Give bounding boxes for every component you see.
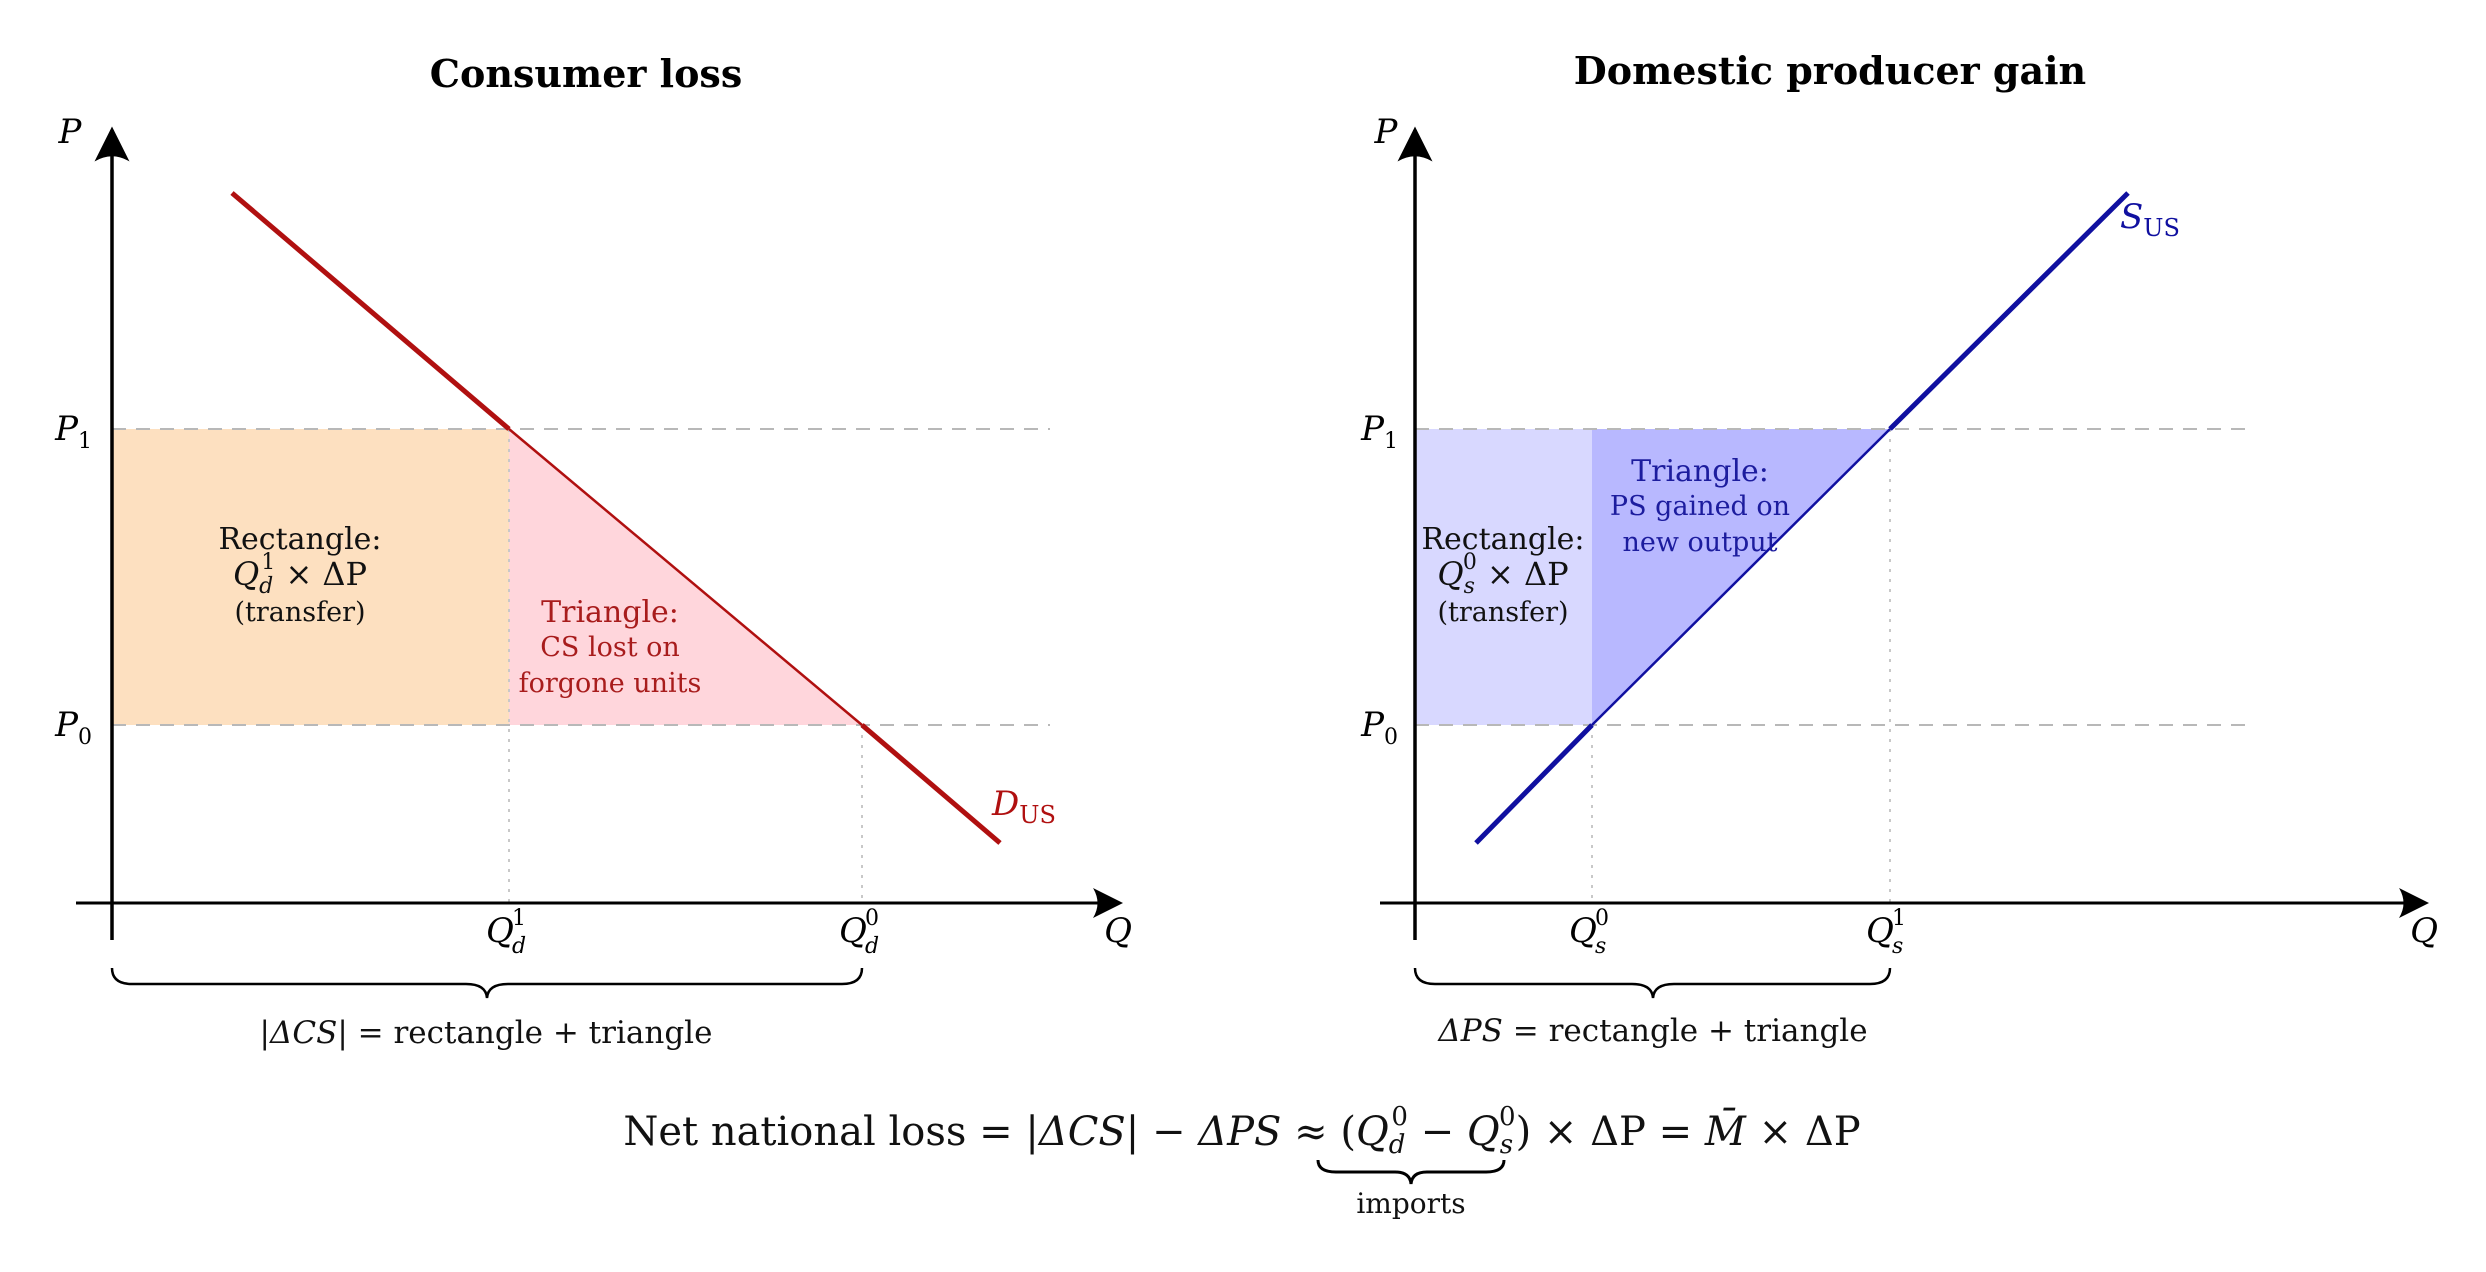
svg-text:1: 1 xyxy=(512,906,526,931)
right-x-axis-label: Q xyxy=(2410,911,2438,951)
svg-text:1: 1 xyxy=(1892,906,1906,931)
demand-curve-upper xyxy=(230,191,511,431)
left-p1-label: P1 xyxy=(54,409,92,454)
right-p1-label: P1 xyxy=(1360,409,1398,454)
svg-text:Q: Q xyxy=(1569,911,1597,951)
svg-text:Q: Q xyxy=(1866,911,1894,951)
svg-text:forgone units: forgone units xyxy=(519,668,702,699)
svg-text:new output: new output xyxy=(1622,527,1777,558)
imports-brace xyxy=(1316,1159,1506,1185)
svg-text:Rectangle:: Rectangle: xyxy=(218,522,381,557)
svg-text:Q: Q xyxy=(486,911,514,951)
consumer-triangle-label: Triangle: CS lost on forgone units xyxy=(519,595,702,699)
consumer-transfer-rectangle xyxy=(112,429,509,725)
producer-transfer-rectangle xyxy=(1415,429,1592,725)
consumer-rectangle-label: Rectangle: Qd1 × ΔP (transfer) xyxy=(218,522,381,628)
producer-rectangle-label: Rectangle: Qs0 × ΔP (transfer) xyxy=(1421,522,1584,628)
supply-curve-upper xyxy=(1888,191,2130,431)
right-panel: Domestic producer gain P Q P1 P0 Q 0 s Q xyxy=(1360,48,2438,1049)
supply-curve-label: SUS xyxy=(2120,197,2180,242)
left-p0-label: P0 xyxy=(54,705,92,750)
demand-curve-label: DUS xyxy=(991,784,1056,829)
imports-label: imports xyxy=(1356,1187,1465,1220)
svg-text:s: s xyxy=(1892,934,1903,959)
left-panel-title: Consumer loss xyxy=(430,51,742,96)
left-panel: Consumer loss P Q P1 P0 Q 1 d Q 0 d xyxy=(54,51,1132,1051)
svg-text:Qd1 × ΔP: Qd1 × ΔP xyxy=(233,550,367,599)
svg-text:(transfer): (transfer) xyxy=(234,597,365,628)
right-panel-title: Domestic producer gain xyxy=(1574,48,2086,93)
left-brace-label: |ΔCS| = rectangle + triangle xyxy=(260,1015,713,1051)
svg-text:Triangle:: Triangle: xyxy=(1631,454,1769,489)
svg-text:Triangle:: Triangle: xyxy=(541,595,679,630)
svg-text:d: d xyxy=(865,934,879,959)
supply-curve-lower xyxy=(1474,723,1594,845)
svg-text:s: s xyxy=(1595,934,1606,959)
svg-text:Q: Q xyxy=(839,911,867,951)
left-qd0-label: Q 0 d xyxy=(839,906,879,959)
svg-text:0: 0 xyxy=(1595,906,1609,931)
right-y-axis-label: P xyxy=(1374,112,1399,152)
svg-text:(transfer): (transfer) xyxy=(1437,597,1568,628)
right-p0-label: P0 xyxy=(1360,705,1398,750)
right-brace xyxy=(1413,967,1892,999)
net-loss-equation: Net national loss = |ΔCS| − ΔPS ≈ (Qd0 −… xyxy=(623,1102,1860,1220)
right-qs1-label: Q 1 s xyxy=(1866,906,1906,959)
left-y-axis-label: P xyxy=(58,112,83,152)
net-loss-equation-text: Net national loss = |ΔCS| − ΔPS ≈ (Qd0 −… xyxy=(623,1102,1860,1160)
producer-triangle-label: Triangle: PS gained on new output xyxy=(1610,454,1790,558)
right-qs0-label: Q 0 s xyxy=(1569,906,1609,959)
demand-curve-lower xyxy=(860,723,1002,845)
svg-text:Rectangle:: Rectangle: xyxy=(1421,522,1584,557)
left-x-axis-label: Q xyxy=(1104,911,1132,951)
svg-text:CS lost on: CS lost on xyxy=(540,632,680,663)
left-qd1-label: Q 1 d xyxy=(486,906,526,959)
svg-text:d: d xyxy=(512,934,526,959)
svg-text:PS gained on: PS gained on xyxy=(1610,491,1790,522)
svg-text:0: 0 xyxy=(865,906,879,931)
demand-curve-middle xyxy=(508,428,863,726)
left-brace xyxy=(110,967,864,999)
supply-curve-middle xyxy=(1591,428,1891,726)
svg-text:Qs0 × ΔP: Qs0 × ΔP xyxy=(1437,550,1568,599)
right-brace-label: ΔPS = rectangle + triangle xyxy=(1437,1013,1867,1049)
